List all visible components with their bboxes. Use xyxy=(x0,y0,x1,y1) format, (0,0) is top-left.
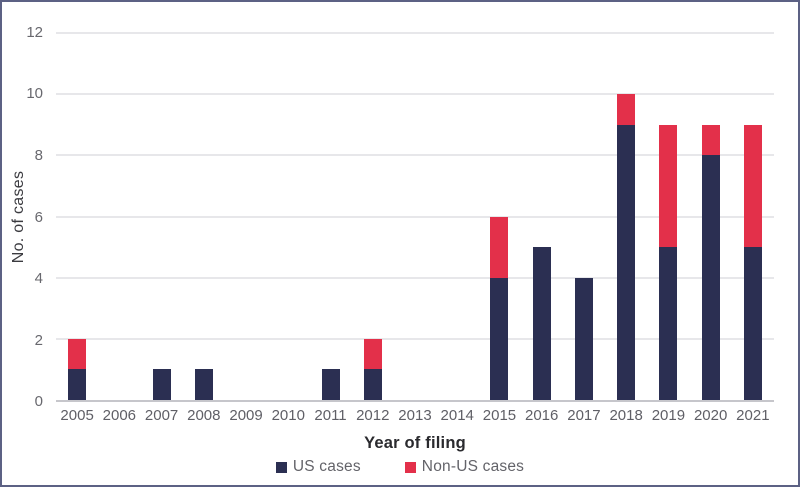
bar-2020-non-us-cases xyxy=(701,124,720,156)
bar-group-2010 xyxy=(267,33,309,400)
bar-2021-us-cases xyxy=(743,247,762,400)
y-tick-label-6: 6 xyxy=(34,208,43,226)
bar-group-2005 xyxy=(56,33,98,400)
bar-group-2006 xyxy=(98,33,140,400)
plot-area xyxy=(56,32,774,402)
x-axis-tick-labels: 2005 2006 2007 2008 2009 2010 2011 2012 2013 2014… xyxy=(56,406,774,426)
bar-group-2007 xyxy=(140,33,182,400)
x-tick-label-2020: 2020 xyxy=(693,407,728,424)
bar-group-2014 xyxy=(436,33,478,400)
bar-group-2020 xyxy=(690,33,732,400)
x-tick-label-2021: 2021 xyxy=(736,407,770,424)
bar-2019-non-us-cases xyxy=(659,124,678,248)
x-tick-label-2014: 2014 xyxy=(440,407,474,424)
bar-2015-non-us-cases xyxy=(490,216,509,278)
x-tick-label-2009: 2009 xyxy=(229,407,263,424)
x-tick-label-2018: 2018 xyxy=(609,407,643,424)
x-tick-label-2005: 2005 xyxy=(60,407,94,424)
y-tick-label-12: 12 xyxy=(26,24,43,41)
bar-group-2012 xyxy=(352,33,394,400)
bar-group-2018 xyxy=(605,33,647,400)
bar-group-2015 xyxy=(478,33,520,400)
x-tick-label-2016: 2016 xyxy=(525,407,559,424)
x-tick-label-2011: 2011 xyxy=(314,407,347,424)
x-tick-label-2008: 2008 xyxy=(187,407,221,424)
non-us-cases-swatch-icon xyxy=(404,461,416,473)
y-tick-label-0: 0 xyxy=(34,393,43,410)
legend-item-non-us-cases: Non-US cases xyxy=(404,458,525,476)
bar-2018-non-us-cases xyxy=(617,94,636,125)
bar-2018-us-cases xyxy=(617,124,636,400)
x-tick-label-2010: 2010 xyxy=(271,407,305,424)
bar-2015-us-cases xyxy=(490,277,509,400)
x-tick-label-2007: 2007 xyxy=(144,407,179,424)
bar-group-2013 xyxy=(394,33,436,400)
x-tick-label-2006: 2006 xyxy=(102,407,137,424)
gridline-6 xyxy=(56,215,774,218)
bar-group-2016 xyxy=(521,33,563,400)
y-tick-label-10: 10 xyxy=(26,85,43,103)
y-tick-label-2: 2 xyxy=(34,331,43,349)
bar-2012-us-cases xyxy=(363,369,382,400)
x-tick-label-2013: 2013 xyxy=(398,407,432,424)
bar-group-2021 xyxy=(732,33,774,400)
bar-group-2017 xyxy=(563,33,605,400)
legend-item-us-cases: US cases xyxy=(275,458,361,476)
legend-label-non-us-cases: Non-US cases xyxy=(421,458,525,475)
bar-2005-non-us-cases xyxy=(68,338,87,370)
bar-group-2008 xyxy=(183,33,225,400)
x-axis-title: Year of filing xyxy=(364,434,466,452)
x-tick-label-2012: 2012 xyxy=(356,407,390,424)
bar-group-2019 xyxy=(647,33,689,400)
bar-group-2009 xyxy=(225,33,267,400)
bars-row xyxy=(56,33,774,400)
x-tick-label-2015: 2015 xyxy=(482,407,517,424)
bar-2005-us-cases xyxy=(68,369,87,400)
gridline-10 xyxy=(56,93,774,96)
x-tick-label-2019: 2019 xyxy=(651,407,686,424)
bar-2021-non-us-cases xyxy=(743,124,762,248)
bar-2019-us-cases xyxy=(659,247,678,400)
legend-label-us-cases: US cases xyxy=(292,458,361,475)
bar-2017-us-cases xyxy=(574,277,593,400)
bar-2008-us-cases xyxy=(194,369,213,400)
bar-2007-us-cases xyxy=(152,369,171,400)
bar-2012-non-us-cases xyxy=(363,338,382,370)
gridline-2 xyxy=(56,337,774,340)
bar-2020-us-cases xyxy=(701,155,720,400)
y-tick-label-8: 8 xyxy=(34,146,43,164)
bar-2016-us-cases xyxy=(532,247,551,400)
bar-2011-us-cases xyxy=(321,369,340,400)
bar-group-2011 xyxy=(309,33,351,400)
us-cases-swatch-icon xyxy=(275,461,287,473)
gridline-12 xyxy=(56,32,774,34)
x-tick-label-2017: 2017 xyxy=(567,407,601,424)
legend: US cases Non-US cases xyxy=(2,457,798,477)
gridline-8 xyxy=(56,154,774,157)
y-axis-tick-labels: 0 2 4 6 8 10 12 xyxy=(2,24,48,410)
gridline-4 xyxy=(56,276,774,279)
y-tick-label-4: 4 xyxy=(34,269,43,287)
